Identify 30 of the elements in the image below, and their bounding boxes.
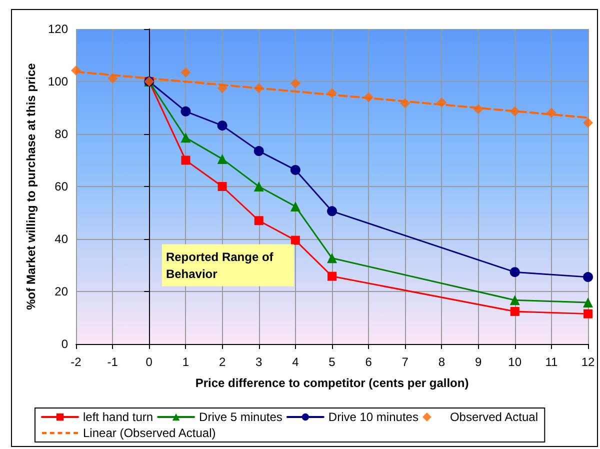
legend-label: Linear (Observed Actual) xyxy=(83,426,216,440)
x-tick-label: -1 xyxy=(107,355,118,369)
annotation: Reported Range of Behavior xyxy=(166,250,274,281)
y-tick-label: 40 xyxy=(54,232,68,246)
legend-label: Drive 10 minutes xyxy=(328,410,418,424)
x-axis-title: Price difference to competitor (cents per gallon) xyxy=(195,376,469,390)
y-axis-title: %of Market willing to purchase at this price xyxy=(24,62,38,310)
y-tick-label: 60 xyxy=(54,180,68,194)
legend-label: Drive 5 minutes xyxy=(199,410,282,424)
x-tick-label: 12 xyxy=(581,355,595,369)
x-tick-label: 9 xyxy=(474,355,482,369)
legend-label: left hand turn xyxy=(83,410,154,424)
x-tick-label: -2 xyxy=(70,355,82,369)
x-tick-label: 6 xyxy=(365,355,372,369)
x-tick-label: 10 xyxy=(508,355,522,369)
legend-label: Observed Actual xyxy=(450,410,538,424)
y-tick-label: 20 xyxy=(54,284,68,298)
x-tick-label: 5 xyxy=(328,355,336,369)
x-tick-label: 1 xyxy=(182,355,190,369)
x-tick-label: 3 xyxy=(256,355,263,369)
x-tick-label: 11 xyxy=(545,355,558,369)
y-tick-label: 80 xyxy=(54,127,68,141)
x-tick-label: 0 xyxy=(146,355,153,369)
y-tick-label: 0 xyxy=(61,337,68,351)
y-tick-label: 120 xyxy=(48,22,68,36)
x-tick-label: 2 xyxy=(218,355,226,369)
x-tick-label: 4 xyxy=(292,355,300,369)
x-tick-label: 8 xyxy=(438,355,446,369)
y-tick-label: 100 xyxy=(48,74,68,88)
x-tick-label: 7 xyxy=(402,355,409,369)
